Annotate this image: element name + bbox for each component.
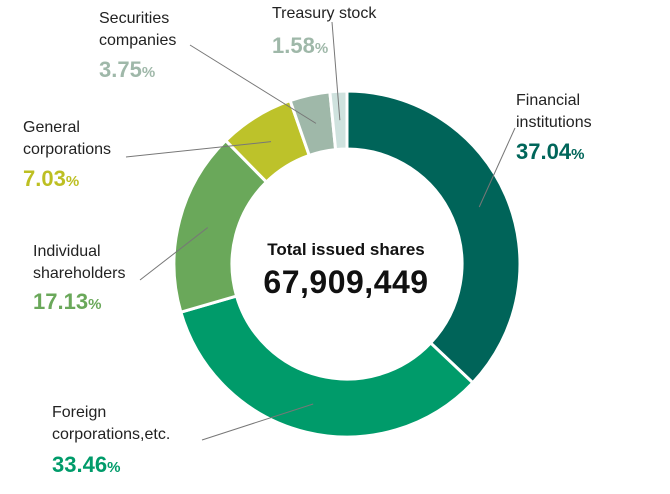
label-foreign-corporations: Foreign corporations,etc. — [52, 402, 170, 446]
leader-line-securities-companies — [189, 44, 317, 124]
value-treasury-stock: 1.58% — [272, 33, 328, 59]
center-value: 67,909,449 — [263, 264, 429, 300]
value-individual-shareholders: 17.13% — [33, 289, 101, 315]
label-line: shareholders — [33, 265, 126, 282]
leader-line-individual-shareholders — [139, 227, 208, 281]
label-line: Foreign — [52, 404, 107, 421]
label-line: corporations,etc. — [52, 426, 171, 443]
label-line: Securities — [99, 10, 170, 27]
value-unit: % — [571, 146, 585, 163]
label-line: institutions — [516, 114, 592, 131]
leader-line-foreign-corporations — [201, 403, 314, 441]
value-general-corporations: 7.03% — [23, 166, 79, 192]
value-number: 3.75 — [99, 57, 142, 82]
center-title: Total issued shares — [267, 240, 425, 259]
value-number: 1.58 — [272, 33, 315, 58]
leader-line-treasury-stock — [331, 21, 341, 121]
leader-line-general-corporations — [125, 141, 272, 158]
label-line: Financial — [516, 92, 581, 109]
label-individual-shareholders: Individual shareholders — [33, 241, 126, 285]
slice-treasury-stock — [328, 89, 349, 152]
value-securities-companies: 3.75% — [99, 57, 155, 83]
value-unit: % — [88, 296, 102, 313]
value-number: 17.13 — [33, 289, 89, 314]
value-number: 7.03 — [23, 166, 66, 191]
label-general-corporations: General corporations — [23, 117, 111, 161]
label-financial-institutions: Financial institutions — [516, 90, 592, 134]
leader-line-financial-institutions — [478, 127, 516, 208]
label-line: corporations — [23, 141, 112, 158]
value-number: 37.04 — [516, 139, 572, 164]
value-financial-institutions: 37.04% — [516, 139, 584, 165]
label-treasury-stock: Treasury stock — [272, 3, 376, 25]
label-line: companies — [99, 32, 177, 49]
label-line: Treasury stock — [272, 5, 377, 22]
value-number: 33.46 — [52, 452, 108, 477]
value-foreign-corporations: 33.46% — [52, 452, 120, 478]
label-securities-companies: Securities companies — [99, 8, 176, 52]
label-line: General — [23, 119, 80, 136]
slice-financial-institutions — [345, 89, 522, 385]
slice-foreign-corporations — [178, 294, 475, 439]
value-unit: % — [314, 40, 329, 57]
value-unit: % — [107, 459, 121, 476]
label-line: Individual — [33, 243, 101, 260]
value-unit: % — [65, 173, 80, 190]
value-unit: % — [141, 64, 156, 81]
